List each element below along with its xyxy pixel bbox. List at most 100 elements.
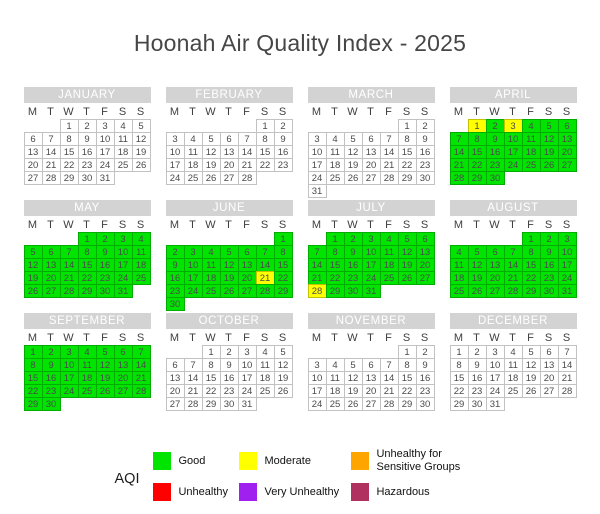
day-cell: 11 [77,358,97,372]
day-cell: 18 [503,371,523,385]
day-cell: 31 [95,171,115,185]
weekday-label: W [489,219,500,231]
day-cell: 26 [343,397,363,411]
empty-day-cell [308,119,327,133]
day-cell: 30 [77,171,97,185]
day-cell: 23 [165,284,185,298]
day-cell: 3 [557,232,577,246]
weekday-label: W [347,106,358,118]
weekday-label: T [331,219,338,231]
day-cell: 9 [41,358,61,372]
day-cell: 12 [539,132,559,146]
day-cell: 16 [467,371,487,385]
day-cell: 23 [77,158,97,172]
weekday-label: S [402,106,411,118]
day-cell: 22 [273,271,293,285]
legend-item-label: Unhealthy for Sensitive Groups [376,448,461,474]
day-cell: 23 [539,271,559,285]
day-cell: 6 [165,358,185,372]
day-cell: 21 [183,384,203,398]
day-cell: 21 [237,158,257,172]
day-cell: 21 [59,271,79,285]
weekday-label: T [189,332,196,344]
day-cell: 1 [23,345,43,359]
day-cell: 20 [237,271,257,285]
day-cell: 10 [361,245,381,259]
weekday-label: W [63,332,74,344]
day-grid: 1 2 3 4 5 6 7 8 9 10 11 12 13 14 15 16 17 18 19 20 21 22 23 24 2… [307,232,435,298]
weekday-label: T [473,219,480,231]
day-cell: 27 [237,284,257,298]
day-cell: 25 [183,171,203,185]
day-cell: 16 [165,271,185,285]
month-title: JANUARY [23,87,151,103]
legend-item-very-unhealthy: Very Unhealthy [239,483,351,502]
day-cell: 27 [41,284,61,298]
day-cell: 13 [361,145,381,159]
day-grid: 1 2 3 4 5 6 7 8 9 10 11 12 13 14 15 16 17 18 19 20 21 22 23 24 2… [307,119,435,198]
day-cell: 22 [59,158,79,172]
day-cell: 14 [183,371,203,385]
day-cell: 28 [237,171,257,185]
day-cell: 27 [361,171,381,185]
empty-day-cell [166,232,185,246]
aqi-legend-items: Good Moderate Unhealthy for Sensitive Grou… [153,448,485,502]
day-cell: 28 [503,284,523,298]
day-cell: 6 [23,132,43,146]
day-cell: 13 [485,258,505,272]
day-cell: 21 [379,384,399,398]
day-cell: 22 [521,271,541,285]
day-cell: 16 [41,371,61,385]
day-grid: 1 2 3 4 5 6 7 8 9 10 11 12 13 14 15 16 17 18 19 20 21 22 23 24 2… [23,119,151,185]
empty-day-cell [308,232,327,246]
day-cell: 17 [361,258,381,272]
day-cell: 1 [201,345,221,359]
day-cell: 27 [165,397,185,411]
day-cell: 30 [165,297,185,311]
weekday-label: S [562,219,571,231]
day-cell: 17 [307,158,327,172]
day-cell: 20 [361,384,381,398]
day-cell: 8 [449,358,469,372]
day-cell: 14 [557,358,577,372]
day-cell: 22 [467,158,487,172]
day-cell: 17 [113,258,133,272]
day-cell: 18 [449,271,469,285]
legend-item-label: Unhealthy [178,485,229,498]
day-cell: 30 [219,397,239,411]
month-title: MAY [23,200,151,216]
day-cell: 2 [95,232,115,246]
day-cell: 28 [183,397,203,411]
weekday-label: T [47,219,54,231]
day-cell: 7 [379,132,399,146]
weekday-label: W [63,106,74,118]
empty-day-cell [238,232,257,246]
month-calendar-september: SEPTEMBER M T W T F S S 1 2 3 4 5 6 7 8 9 10 11 12 13 14 15 16 1… [23,313,151,426]
empty-day-cell [24,232,43,246]
day-cell: 22 [325,271,345,285]
day-cell: 12 [201,145,221,159]
day-cell: 25 [379,271,399,285]
empty-day-cell [256,232,275,246]
day-cell: 22 [255,158,275,172]
page-title: Hoonah Air Quality Index - 2025 [133,30,467,56]
day-cell: 26 [219,284,239,298]
weekday-label: T [47,106,54,118]
day-cell: 4 [183,132,203,146]
day-cell: 9 [485,132,505,146]
day-cell: 2 [485,119,505,133]
day-cell: 18 [379,258,399,272]
weekday-label: S [420,219,429,231]
day-cell: 20 [415,258,435,272]
day-cell: 6 [557,119,577,133]
day-cell: 12 [95,358,115,372]
weekday-label: M [311,219,322,231]
day-cell: 6 [113,345,133,359]
month-calendar-april: APRIL M T W T F S S 1 2 3 4 5 6 7 8 9 10 11 12 13 14 15 16 17 18 1… [449,87,577,200]
day-cell: 14 [503,258,523,272]
day-cell: 29 [59,171,79,185]
day-cell: 24 [237,384,257,398]
